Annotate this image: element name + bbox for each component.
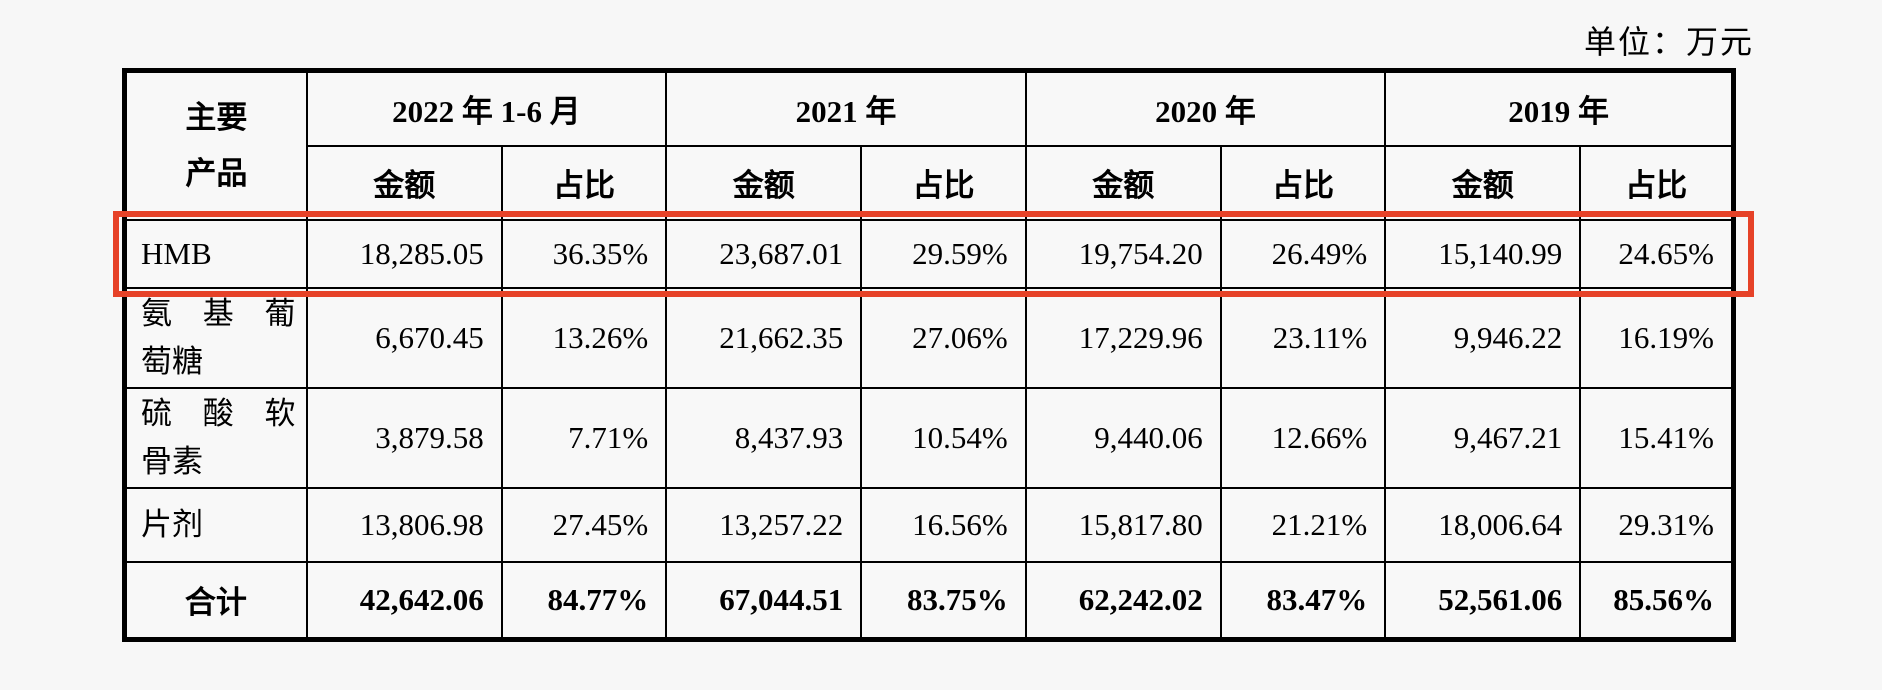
header-amount-2020: 金额 [1024, 144, 1222, 221]
cell-total-2021-ratio: 83.75% [860, 560, 1027, 641]
cell-chondroitin-2019-amount: 9,467.21 [1384, 386, 1582, 489]
cell-chondroitin-2020-ratio: 12.66% [1219, 386, 1387, 489]
cell-hmb-2022-amount: 18,285.05 [305, 218, 503, 289]
cell-hmb-2020-ratio: 26.49% [1219, 218, 1387, 289]
table-row-hmb: HMB 18,285.05 36.35% 23,687.01 29.59% 19… [123, 218, 1735, 289]
header-period-2022: 2022 年 1-6 月 [305, 69, 668, 147]
cell-glucosamine-2019-amount: 9,946.22 [1384, 286, 1582, 389]
product-name-line: 氨 基 葡 [141, 295, 296, 331]
cell-chondroitin-2021-ratio: 10.54% [860, 386, 1027, 489]
header-main-product-line1: 主要 [185, 99, 248, 135]
cell-tablets-2022-ratio: 27.45% [500, 486, 668, 563]
cell-glucosamine-2022-amount: 6,670.45 [305, 286, 503, 389]
table-row-tablets: 片剂 13,806.98 27.45% 13,257.22 16.56% 15,… [123, 486, 1735, 563]
table-row-total: 合计 42,642.06 84.77% 67,044.51 83.75% 62,… [123, 560, 1735, 641]
cell-chondroitin-2021-amount: 8,437.93 [665, 386, 863, 489]
product-revenue-table-wrap: 主要 产品 2022 年 1-6 月 2021 年 2020 年 2019 年 … [113, 68, 1754, 642]
total-label: 合计 [123, 560, 308, 641]
cell-total-2022-amount: 42,642.06 [305, 560, 503, 641]
header-amount-2021: 金额 [665, 144, 863, 221]
cell-hmb-2020-amount: 19,754.20 [1024, 218, 1222, 289]
product-name-hmb: HMB [123, 218, 308, 289]
cell-chondroitin-2022-ratio: 7.71% [500, 386, 668, 489]
header-amount-2019: 金额 [1384, 144, 1582, 221]
product-name-line: 骨素 [141, 443, 203, 479]
table-row-chondroitin: 硫 酸 软 骨素 3,879.58 7.71% 8,437.93 10.54% … [123, 386, 1735, 489]
cell-glucosamine-2022-ratio: 13.26% [500, 286, 668, 389]
cell-hmb-2021-amount: 23,687.01 [665, 218, 863, 289]
header-main-product-line2: 产品 [185, 155, 248, 191]
cell-tablets-2020-ratio: 21.21% [1219, 486, 1387, 563]
cell-total-2019-amount: 52,561.06 [1384, 560, 1582, 641]
cell-glucosamine-2021-amount: 21,662.35 [665, 286, 863, 389]
product-name-line: 萄糖 [141, 343, 203, 379]
cell-glucosamine-2019-ratio: 16.19% [1579, 286, 1735, 389]
product-name-line: 硫 酸 软 [141, 395, 296, 431]
cell-chondroitin-2020-amount: 9,440.06 [1024, 386, 1222, 489]
cell-total-2022-ratio: 84.77% [500, 560, 668, 641]
cell-hmb-2022-ratio: 36.35% [500, 218, 668, 289]
header-period-2020: 2020 年 [1024, 69, 1387, 147]
cell-tablets-2021-amount: 13,257.22 [665, 486, 863, 563]
cell-glucosamine-2021-ratio: 27.06% [860, 286, 1027, 389]
product-name-glucosamine: 氨 基 葡 萄糖 [123, 286, 308, 389]
product-name-line: HMB [141, 235, 212, 271]
cell-tablets-2019-amount: 18,006.64 [1384, 486, 1582, 563]
cell-tablets-2022-amount: 13,806.98 [305, 486, 503, 563]
cell-total-2019-ratio: 85.56% [1579, 560, 1735, 641]
cell-hmb-2019-ratio: 24.65% [1579, 218, 1735, 289]
cell-total-2020-ratio: 83.47% [1219, 560, 1387, 641]
product-revenue-table: 主要 产品 2022 年 1-6 月 2021 年 2020 年 2019 年 … [122, 68, 1736, 642]
cell-chondroitin-2019-ratio: 15.41% [1579, 386, 1735, 489]
header-ratio-2019: 占比 [1579, 144, 1735, 221]
cell-total-2021-amount: 67,044.51 [665, 560, 863, 641]
cell-glucosamine-2020-ratio: 23.11% [1219, 286, 1387, 389]
header-period-2019: 2019 年 [1384, 69, 1735, 147]
cell-chondroitin-2022-amount: 3,879.58 [305, 386, 503, 489]
product-name-chondroitin: 硫 酸 软 骨素 [123, 386, 308, 489]
table-row-glucosamine: 氨 基 葡 萄糖 6,670.45 13.26% 21,662.35 27.06… [123, 286, 1735, 389]
unit-label: 单位：万元 [1583, 24, 1754, 60]
header-main-product: 主要 产品 [123, 69, 308, 221]
header-ratio-2020: 占比 [1219, 144, 1387, 221]
cell-tablets-2020-amount: 15,817.80 [1024, 486, 1222, 563]
cell-hmb-2021-ratio: 29.59% [860, 218, 1027, 289]
cell-tablets-2019-ratio: 29.31% [1579, 486, 1735, 563]
product-name-tablets: 片剂 [123, 486, 308, 563]
header-row-periods: 主要 产品 2022 年 1-6 月 2021 年 2020 年 2019 年 [123, 69, 1735, 221]
header-period-2021: 2021 年 [665, 69, 1027, 147]
header-row-metrics: 金额 占比 金额 占比 金额 占比 金额 占比 [125, 144, 1735, 221]
cell-tablets-2021-ratio: 16.56% [860, 486, 1027, 563]
cell-hmb-2019-amount: 15,140.99 [1384, 218, 1582, 289]
product-name-line: 片剂 [141, 506, 203, 542]
header-ratio-2022: 占比 [500, 144, 668, 221]
header-amount-2022: 金额 [305, 144, 503, 221]
cell-glucosamine-2020-amount: 17,229.96 [1024, 286, 1222, 389]
cell-total-2020-amount: 62,242.02 [1024, 560, 1222, 641]
header-ratio-2021: 占比 [860, 144, 1027, 221]
